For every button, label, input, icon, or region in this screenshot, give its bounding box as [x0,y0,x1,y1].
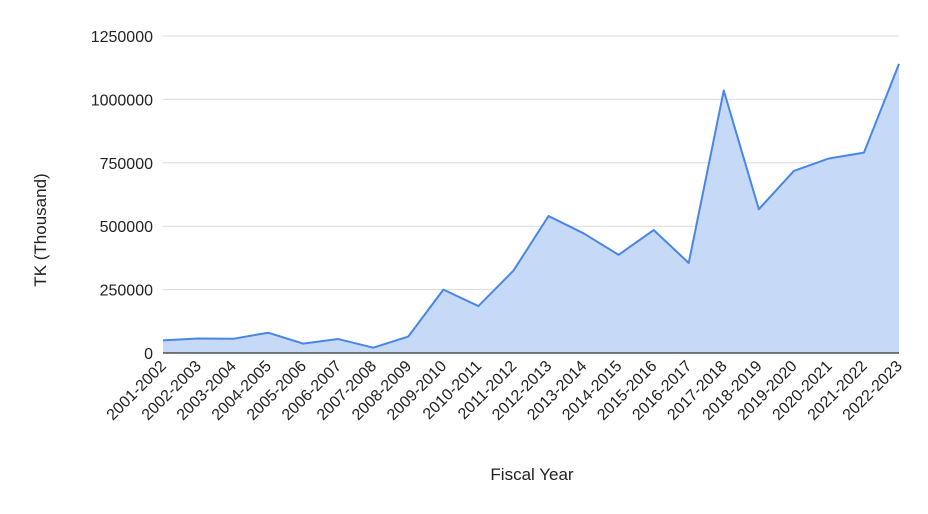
y-tick-label: 250000 [100,283,153,300]
y-tick-label: 1000000 [91,92,153,109]
y-tick-label: 750000 [100,156,153,173]
y-axis-title: TK (Thousand) [31,173,50,286]
series-line [162,63,900,349]
y-tick-label: 0 [144,346,153,363]
y-tick-label: 500000 [100,219,153,236]
y-tick-labels: 0 250000 500000 750000 1000000 1250000 [91,29,153,363]
area-fill [163,63,899,354]
series-area [162,63,900,354]
x-axis-title: Fiscal Year [490,465,573,484]
y-tick-label: 1250000 [91,29,153,46]
x-tick-labels: 2001-20022002-20032003-20042004-20052005… [104,358,906,424]
